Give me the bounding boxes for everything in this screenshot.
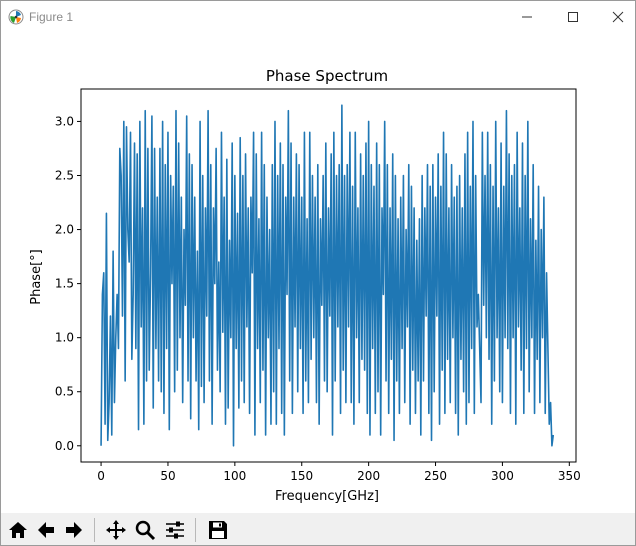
x-tick-label: 250 xyxy=(424,469,447,483)
maximize-button[interactable] xyxy=(550,1,596,33)
toolbar-separator xyxy=(195,518,196,542)
y-tick-label: 3.0 xyxy=(55,114,74,128)
configure-subplots-button[interactable] xyxy=(162,517,188,543)
back-button[interactable] xyxy=(33,517,59,543)
arrow-right-icon xyxy=(66,522,82,538)
title-bar[interactable]: Figure 1 xyxy=(1,1,635,33)
series-layer xyxy=(100,104,555,447)
y-tick-label: 0.5 xyxy=(55,385,74,399)
y-axis-label: Phase[°] xyxy=(29,249,44,304)
x-tick-label: 100 xyxy=(223,469,246,483)
chart-title: Phase Spectrum xyxy=(266,67,388,85)
x-axis-label: Frequency[GHz] xyxy=(275,489,379,504)
sliders-icon xyxy=(166,521,184,539)
navigation-toolbar xyxy=(1,513,635,545)
y-tick-label: 2.5 xyxy=(55,168,74,182)
y-tick-label: 1.5 xyxy=(55,277,74,291)
x-tick-label: 50 xyxy=(160,469,175,483)
zoom-button[interactable] xyxy=(132,517,158,543)
window-title: Figure 1 xyxy=(29,10,74,24)
x-tick-label: 300 xyxy=(491,469,514,483)
close-icon xyxy=(612,11,624,23)
toolbar-separator xyxy=(94,518,95,542)
axes-frame xyxy=(80,88,577,463)
move-icon xyxy=(106,520,126,540)
home-button[interactable] xyxy=(5,517,31,543)
x-tick-label: 200 xyxy=(357,469,380,483)
matplotlib-logo-icon xyxy=(8,9,24,25)
close-button[interactable] xyxy=(595,1,636,33)
phase-series-line xyxy=(100,104,555,447)
forward-button[interactable] xyxy=(61,517,87,543)
x-tick-label: 150 xyxy=(290,469,313,483)
home-icon xyxy=(9,522,27,538)
y-tick-label: 1.0 xyxy=(55,331,74,345)
maximize-icon xyxy=(568,12,578,22)
save-button[interactable] xyxy=(205,517,231,543)
magnifier-icon xyxy=(135,520,156,541)
arrow-left-icon xyxy=(38,522,54,538)
phase-spectrum-chart[interactable]: Phase Spectrum Frequency[GHz] Phase[°] 0… xyxy=(1,33,635,511)
x-tick-label: 350 xyxy=(558,469,581,483)
minimize-icon xyxy=(522,16,532,18)
minimize-button[interactable] xyxy=(504,1,550,33)
pan-button[interactable] xyxy=(103,517,129,543)
floppy-disk-icon xyxy=(209,521,227,539)
figure-canvas[interactable]: Phase Spectrum Frequency[GHz] Phase[°] 0… xyxy=(1,33,635,511)
x-tick-label: 0 xyxy=(97,469,105,483)
y-tick-label: 0.0 xyxy=(55,439,74,453)
axes: 0 50 100 150 200 250 300 350 0.0 0.5 1.0 1.5 2.0 2.5 3… xyxy=(55,114,581,483)
y-tick-label: 2.0 xyxy=(55,223,74,237)
